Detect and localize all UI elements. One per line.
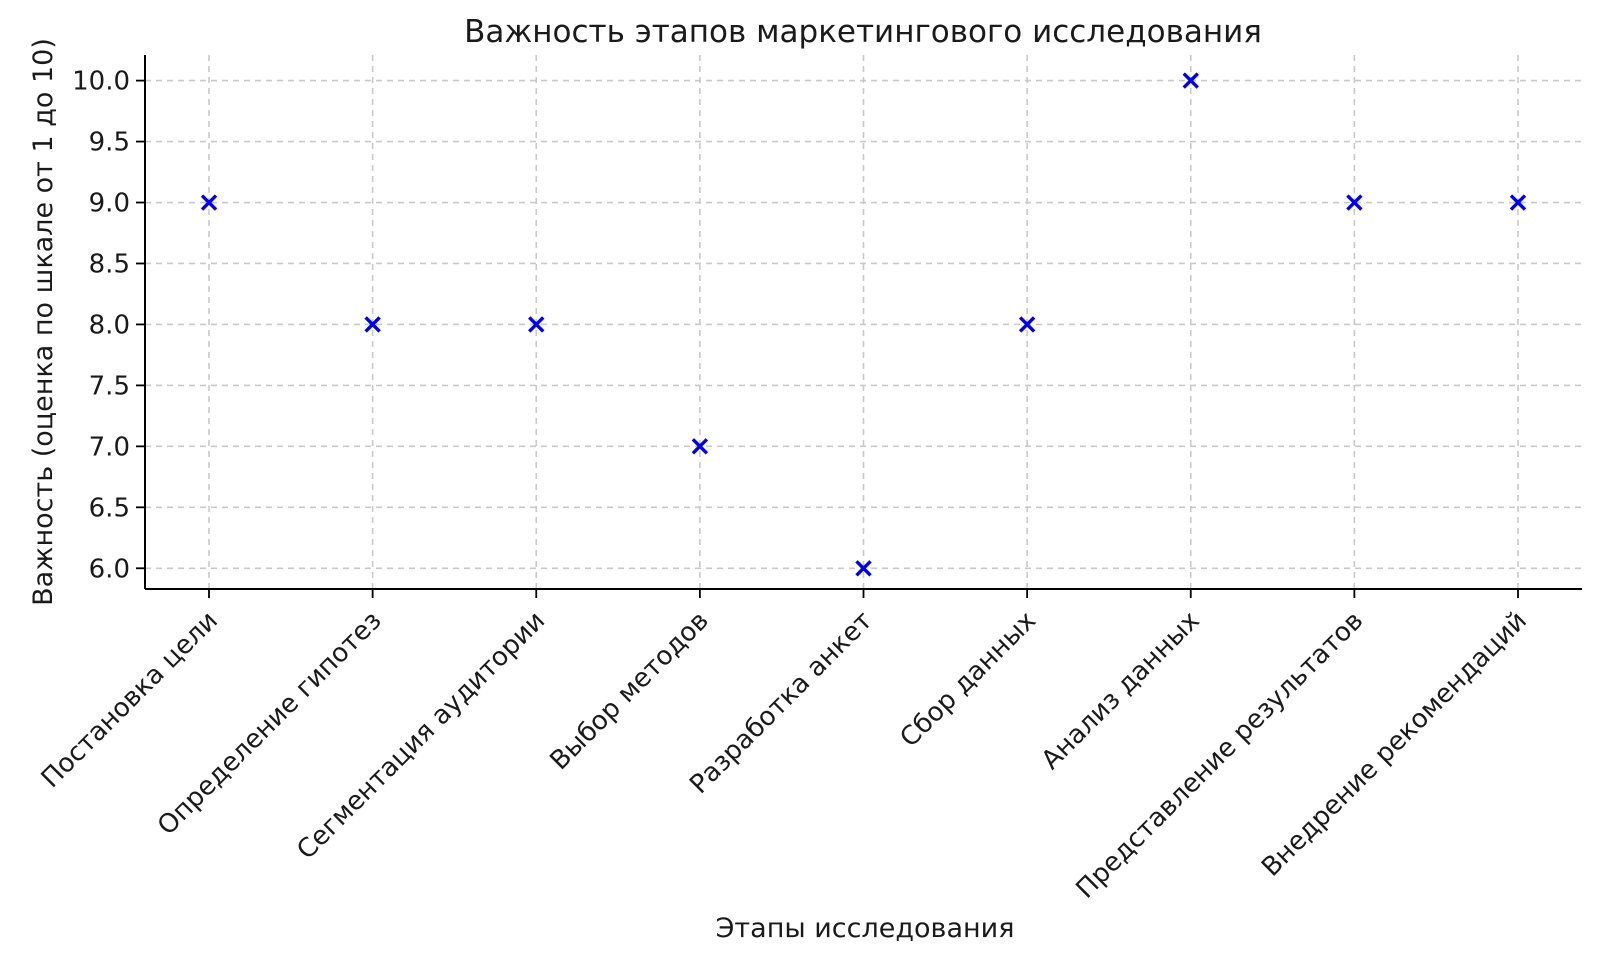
- data-point-marker: [855, 560, 872, 577]
- y-tick-label: 7.0: [89, 432, 130, 462]
- y-tick-label: 6.0: [89, 554, 130, 584]
- data-point-marker: [1182, 72, 1199, 89]
- chart-title: Важность этапов маркетингового исследова…: [464, 14, 1262, 50]
- x-tick-label: Представление результатов: [1070, 606, 1369, 905]
- axes: [136, 55, 1582, 598]
- data-point-marker: [200, 194, 218, 211]
- data-point-marker: [1509, 194, 1527, 211]
- y-tick-label: 8.5: [89, 249, 130, 279]
- data-points: [200, 72, 1527, 577]
- x-tick-label: Внедрение рекомендаций: [1256, 606, 1533, 883]
- x-tick-label: Сбор данных: [895, 606, 1043, 754]
- y-tick-label: 9.0: [89, 189, 130, 219]
- tick-labels: 6.0 6.5 7.0 7.5 8.0 8.5 9.0 9.5 10.0 Постановка ц…: [36, 67, 1533, 905]
- x-tick-label: Выбор методов: [544, 606, 714, 776]
- data-point-marker: [1346, 194, 1363, 211]
- y-tick-label: 6.5: [89, 493, 130, 523]
- data-point-marker: [528, 316, 545, 333]
- data-point-marker: [1018, 316, 1036, 333]
- x-tick-label: Анализ данных: [1036, 606, 1206, 776]
- x-tick-label: Постановка цели: [36, 606, 224, 794]
- y-tick-label: 8.0: [89, 310, 130, 340]
- gridlines: [145, 55, 1582, 589]
- y-tick-label: 10.0: [72, 67, 130, 97]
- y-axis-label: Важность (оценка по шкале от 1 до 10): [28, 38, 59, 606]
- y-tick-label: 9.5: [89, 128, 130, 158]
- data-point-marker: [691, 438, 709, 455]
- x-axis-label: Этапы исследования: [716, 913, 1015, 944]
- x-tick-label: Разработка анкет: [684, 606, 878, 800]
- data-point-marker: [364, 316, 381, 333]
- y-tick-label: 7.5: [89, 371, 130, 401]
